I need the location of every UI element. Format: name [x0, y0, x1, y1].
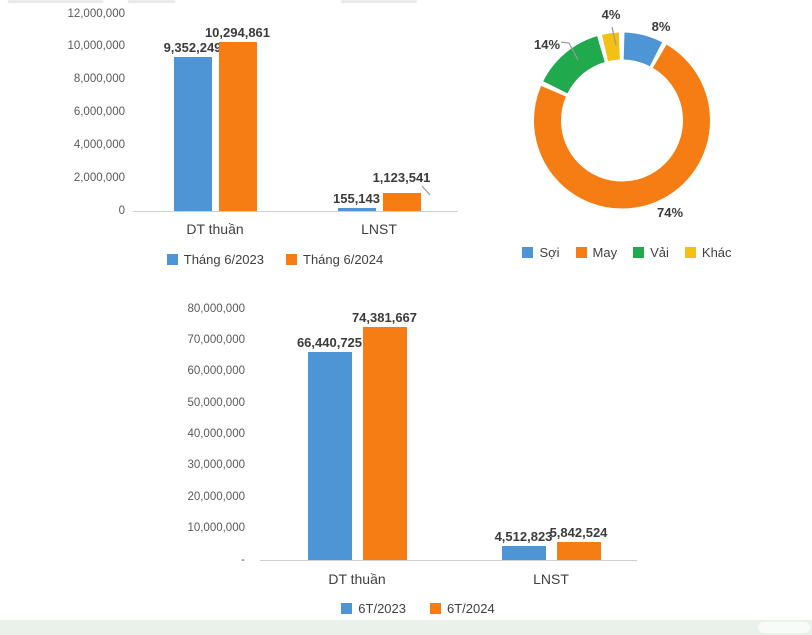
y-tick-label: 4,000,000 — [73, 138, 125, 151]
y-tick-label: 60,000,000 — [187, 365, 245, 378]
label-leader-line — [421, 185, 430, 195]
bar-6T/2024 — [556, 541, 601, 560]
bar-6T/2023 — [501, 545, 546, 560]
legend-label: Tháng 6/2024 — [303, 252, 384, 267]
legend-item: 6T/2023 — [341, 601, 406, 616]
y-tick-label: 80,000,000 — [187, 302, 245, 315]
scrollbar-thumb[interactable] — [758, 622, 810, 633]
chart-halfyear-bar: 6T/2023 6T/2024 - 10,000,000 20,000,000 30,0… — [0, 285, 812, 620]
bar-6T/2023 — [307, 351, 352, 560]
pct-leader-line — [611, 26, 617, 46]
y-tick-label: 12,000,000 — [67, 7, 125, 20]
legend-monthly: Tháng 6/2023 Tháng 6/2024 — [0, 252, 550, 267]
legend-swatch — [633, 247, 645, 258]
category-label: LNST — [361, 221, 397, 237]
legend-label: 6T/2023 — [358, 601, 406, 616]
bar-Tháng 6/2024 — [382, 192, 421, 211]
legend-swatch — [341, 603, 353, 614]
y-tick-label: 20,000,000 — [187, 490, 245, 503]
bottom-strip — [0, 620, 812, 635]
category-label: DT thuần — [186, 221, 244, 237]
pct-label-May: 74% — [656, 205, 684, 220]
y-tick-label: 6,000,000 — [73, 106, 125, 118]
legend-halfyear: 6T/2023 6T/2024 — [0, 601, 812, 616]
legend-item: May — [575, 245, 618, 260]
y-tick-label: 30,000,000 — [187, 459, 245, 472]
pct-label-Sợi: 8% — [651, 19, 671, 34]
legend-swatch — [684, 247, 696, 258]
pct-label-Khác: 4% — [601, 7, 621, 22]
data-label: 155,143 — [333, 191, 380, 207]
legend-swatch — [430, 603, 441, 614]
legend-label: 6T/2024 — [447, 601, 495, 616]
legend-label: Khác — [701, 245, 732, 260]
bar-6T/2024 — [362, 326, 407, 560]
bar-Tháng 6/2023 — [173, 57, 212, 211]
legend-label: May — [592, 245, 618, 260]
legend-item: 6T/2024 — [430, 601, 495, 616]
x-axis-line — [133, 211, 458, 212]
y-tick-label: 10,000,000 — [67, 40, 125, 53]
data-label: 9,352,249 — [163, 40, 222, 56]
legend-item: Sợi — [522, 245, 560, 260]
data-label: 74,381,667 — [351, 309, 418, 325]
y-tick-label: 70,000,000 — [187, 333, 245, 346]
legend-label: Vải — [650, 245, 669, 260]
category-label: LNST — [533, 571, 569, 587]
legend-item: Tháng 6/2024 — [286, 252, 383, 267]
data-label: 5,842,524 — [549, 524, 608, 540]
legend-item: Tháng 6/2023 — [166, 252, 264, 267]
chart-monthly-bar: Tháng 6/2023 Tháng 6/2024 0 2,000,000 4,000… — [0, 0, 500, 285]
legend-swatch — [286, 254, 297, 265]
data-label: 10,294,861 — [204, 24, 271, 40]
y-tick-label: 2,000,000 — [73, 171, 125, 184]
legend-label: Sợi — [539, 245, 560, 260]
cropped-text-artifact — [128, 0, 175, 3]
legend-swatch — [522, 247, 534, 258]
pct-label-Vải: 14% — [533, 37, 561, 52]
cropped-text-artifact — [341, 0, 417, 3]
legend-structure: Sợi May Vải Khác — [490, 245, 764, 260]
donut-chart — [534, 26, 710, 209]
data-label: 4,512,823 — [494, 528, 553, 544]
legend-item: Khác — [684, 245, 732, 260]
bar-Tháng 6/2024 — [218, 41, 257, 211]
data-label: 66,440,725 — [296, 334, 363, 350]
y-tick-label: 0 — [118, 204, 125, 217]
category-label: DT thuần — [328, 571, 386, 587]
cropped-text-artifact — [8, 0, 103, 3]
y-tick-label: - — [241, 553, 245, 566]
legend-label: Tháng 6/2023 — [183, 252, 264, 267]
legend-swatch — [166, 254, 178, 265]
chart-revenue-structure-donut: Sợi May Vải Khác 8% 74% 14% 4% — [490, 0, 812, 285]
donut-slice-May — [534, 32, 710, 209]
x-axis-line — [260, 560, 637, 561]
legend-item: Vải — [633, 245, 669, 260]
legend-swatch — [575, 247, 587, 258]
y-tick-label: 40,000,000 — [187, 428, 245, 440]
y-tick-label: 10,000,000 — [187, 522, 245, 535]
bar-Tháng 6/2023 — [337, 208, 376, 211]
pct-leader-line — [560, 41, 579, 61]
y-tick-label: 50,000,000 — [187, 396, 245, 409]
data-label: 1,123,541 — [372, 169, 431, 185]
y-tick-label: 8,000,000 — [73, 73, 125, 86]
